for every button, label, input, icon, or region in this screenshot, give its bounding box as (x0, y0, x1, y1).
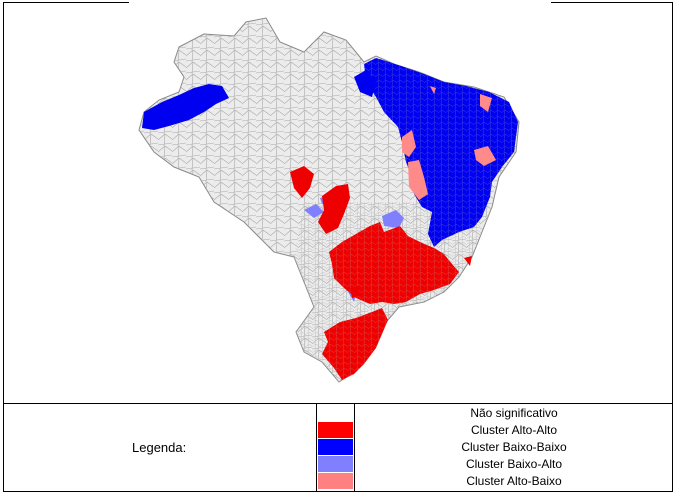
frame-top-right-line (551, 2, 673, 3)
legend-label-nao-significativo: Não significativo (470, 406, 558, 420)
legend-label-alto-alto: Cluster Alto-Alto (470, 423, 558, 437)
legend-table: Legenda: Não significativo Cluster Alto-… (3, 403, 673, 492)
legend-label-alto-baixo: Cluster Alto-Baixo (466, 474, 562, 488)
legend-swatch-alto-alto (318, 422, 353, 438)
legend-label-baixo-baixo: Cluster Baixo-Baixo (461, 440, 567, 454)
legend-swatch-baixo-alto (318, 456, 353, 472)
cluster-alto-baixo-ne-1 (402, 130, 416, 157)
cluster-alto-alto-small-2 (464, 256, 472, 266)
legend-label-baixo-alto: Cluster Baixo-Alto (465, 457, 563, 471)
cluster-alto-alto-rondonia (290, 166, 314, 198)
map-frame (3, 2, 673, 403)
cluster-baixo-baixo-north (354, 70, 376, 97)
cluster-alto-alto-mato-grosso (318, 184, 350, 234)
cluster-alto-baixo-ne-4 (480, 94, 492, 112)
legend-swatch-nao-significativo (318, 405, 353, 421)
legend-swatch-alto-baixo (318, 473, 353, 489)
cluster-baixo-baixo-west (142, 84, 229, 130)
frame-top-left-line (3, 2, 129, 3)
cluster-alto-baixo-ne-5 (430, 86, 436, 94)
legend-title: Legenda: (132, 440, 187, 455)
cluster-baixo-alto-west (304, 204, 324, 218)
legend-swatch-column (316, 404, 355, 491)
cluster-alto-alto-small-1 (350, 286, 360, 298)
brazil-cluster-map (138, 17, 520, 383)
cluster-alto-baixo-ne-3 (474, 146, 496, 166)
cluster-baixo-alto-center (382, 210, 404, 228)
legend-swatch-baixo-baixo (318, 439, 353, 455)
cluster-alto-baixo-ne-2 (408, 160, 428, 200)
